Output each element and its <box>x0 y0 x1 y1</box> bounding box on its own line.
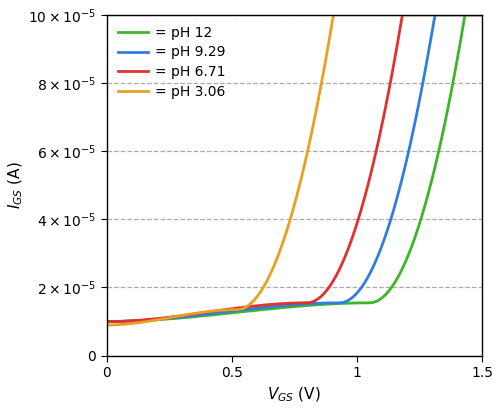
= pH 12 <box>104 319 110 324</box>
= pH 3.06 <box>122 322 128 327</box>
= pH 9.29 <box>468 12 474 17</box>
= pH 9.29 <box>122 319 128 324</box>
= pH 3.06 <box>330 12 336 17</box>
= pH 3.06 <box>400 12 406 17</box>
= pH 12 <box>276 305 282 310</box>
= pH 6.71 <box>399 13 405 18</box>
= pH 9.29 <box>399 175 405 180</box>
= pH 3.06 <box>286 221 292 226</box>
= pH 12 <box>468 12 474 17</box>
= pH 12 <box>468 12 474 17</box>
= pH 9.29 <box>104 319 110 324</box>
= pH 9.29 <box>479 12 485 17</box>
Y-axis label: $I_{GS}$ (A): $I_{GS}$ (A) <box>7 161 26 209</box>
= pH 9.29 <box>432 12 438 17</box>
= pH 3.06 <box>104 323 110 328</box>
= pH 12 <box>462 12 468 17</box>
= pH 3.06 <box>479 12 485 17</box>
= pH 9.29 <box>276 303 282 308</box>
= pH 6.71 <box>104 319 110 324</box>
= pH 6.71 <box>286 301 292 306</box>
= pH 12 <box>122 319 128 324</box>
Line: = pH 9.29: = pH 9.29 <box>106 15 482 321</box>
= pH 6.71 <box>468 12 474 17</box>
= pH 12 <box>286 305 292 309</box>
X-axis label: $V_{GS}$ (V): $V_{GS}$ (V) <box>268 386 321 404</box>
Legend: = pH 12, = pH 9.29, = pH 6.71, = pH 3.06: = pH 12, = pH 9.29, = pH 6.71, = pH 3.06 <box>114 22 230 103</box>
= pH 6.71 <box>468 12 474 17</box>
= pH 12 <box>399 266 405 271</box>
= pH 6.71 <box>400 12 406 17</box>
= pH 3.06 <box>468 12 474 17</box>
= pH 6.71 <box>479 12 485 17</box>
Line: = pH 6.71: = pH 6.71 <box>106 15 482 321</box>
= pH 9.29 <box>468 12 474 17</box>
Line: = pH 3.06: = pH 3.06 <box>106 15 482 325</box>
= pH 9.29 <box>286 302 292 307</box>
Line: = pH 12: = pH 12 <box>106 15 482 321</box>
= pH 3.06 <box>468 12 474 17</box>
= pH 3.06 <box>276 250 282 255</box>
= pH 12 <box>479 12 485 17</box>
= pH 6.71 <box>122 319 128 323</box>
= pH 6.71 <box>276 301 282 306</box>
